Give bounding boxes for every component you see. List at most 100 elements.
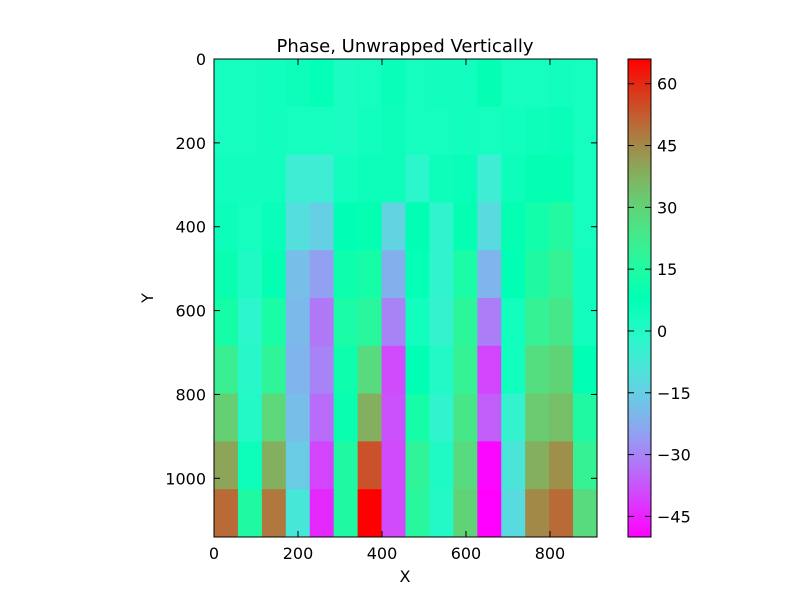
heatmap-cell-r9-c6 xyxy=(357,489,383,538)
heatmap-cell-r3-c11 xyxy=(477,202,502,251)
heatmap-cell-r9-c1 xyxy=(237,489,263,538)
plot-frame xyxy=(213,58,598,538)
heatmap-cell-r5-c15 xyxy=(573,298,598,347)
heatmap-cell-r3-c14 xyxy=(549,202,574,251)
y-axis-label: Y xyxy=(138,293,157,304)
heatmap-cell-r5-c8 xyxy=(405,298,430,347)
heatmap-cell-r4-c15 xyxy=(573,250,598,299)
heatmap-cell-r3-c1 xyxy=(237,202,263,251)
heatmap-cell-r5-c0 xyxy=(214,298,239,347)
heatmap-cell-r0-c11 xyxy=(477,59,502,108)
heatmap-cell-r9-c8 xyxy=(405,489,430,538)
heatmap-cell-r6-c4 xyxy=(309,345,335,395)
heatmap-cell-r4-c8 xyxy=(405,250,430,299)
heatmap-cell-r0-c9 xyxy=(429,59,454,108)
heatmap-cell-r4-c1 xyxy=(237,250,263,299)
colorbar xyxy=(627,58,652,538)
heatmap-cell-r7-c13 xyxy=(525,393,550,442)
colorbar-tick-label: 15 xyxy=(657,260,677,279)
heatmap-cell-r4-c2 xyxy=(261,250,287,299)
colorbar-tick-label: 0 xyxy=(657,322,667,341)
heatmap-cell-r0-c0 xyxy=(214,59,239,108)
heatmap-cell-r8-c1 xyxy=(237,441,263,490)
heatmap-cell-r0-c1 xyxy=(237,59,263,108)
heatmap-cell-r1-c8 xyxy=(405,106,430,156)
heatmap-cell-r7-c9 xyxy=(429,393,454,442)
heatmap-cell-r2-c10 xyxy=(453,154,478,203)
heatmap-cell-r9-c0 xyxy=(214,489,239,538)
heatmap-cell-r2-c12 xyxy=(501,154,526,203)
heatmap-cell-r0-c14 xyxy=(549,59,574,108)
heatmap-cell-r8-c6 xyxy=(357,441,383,490)
heatmap-cell-r9-c12 xyxy=(501,489,526,538)
heatmap-cell-r3-c3 xyxy=(285,202,311,251)
heatmap-cell-r7-c14 xyxy=(549,393,574,442)
heatmap-cell-r2-c15 xyxy=(573,154,598,203)
heatmap-cell-r1-c14 xyxy=(549,106,574,156)
heatmap-cell-r7-c12 xyxy=(501,393,526,442)
heatmap-cell-r4-c5 xyxy=(333,250,359,299)
heatmap-cell-r0-c10 xyxy=(453,59,478,108)
heatmap-cell-r4-c14 xyxy=(549,250,574,299)
heatmap-cell-r6-c8 xyxy=(405,345,430,395)
colorbar-tick-label: −45 xyxy=(657,507,691,526)
heatmap-cell-r4-c11 xyxy=(477,250,502,299)
heatmap-cell-r5-c14 xyxy=(549,298,574,347)
heatmap-cell-r2-c3 xyxy=(285,154,311,203)
heatmap-cell-r8-c0 xyxy=(214,441,239,490)
heatmap-cell-r4-c7 xyxy=(381,250,406,299)
y-tick-label: 400 xyxy=(175,218,206,237)
heatmap-cell-r1-c5 xyxy=(333,106,359,156)
heatmap-cell-r2-c6 xyxy=(357,154,383,203)
heatmap-cell-r0-c7 xyxy=(381,59,406,108)
heatmap-cell-r2-c13 xyxy=(525,154,550,203)
heatmap-cell-r1-c0 xyxy=(214,106,239,156)
heatmap-cell-r8-c5 xyxy=(333,441,359,490)
heatmap-cell-r9-c9 xyxy=(429,489,454,538)
heatmap-cell-r0-c12 xyxy=(501,59,526,108)
heatmap-cell-r7-c15 xyxy=(573,393,598,442)
heatmap-cell-r3-c7 xyxy=(381,202,406,251)
heatmap-cell-r8-c2 xyxy=(261,441,287,490)
heatmap-cell-r0-c2 xyxy=(261,59,287,108)
heatmap-cell-r1-c12 xyxy=(501,106,526,156)
heatmap-cell-r6-c12 xyxy=(501,345,526,395)
heatmap-cell-r3-c13 xyxy=(525,202,550,251)
heatmap-cell-r2-c11 xyxy=(477,154,502,203)
heatmap-cell-r0-c6 xyxy=(357,59,383,108)
heatmap-cell-r6-c5 xyxy=(333,345,359,395)
heatmap-cell-r9-c4 xyxy=(309,489,335,538)
heatmap-cell-r7-c2 xyxy=(261,393,287,442)
heatmap-cell-r6-c1 xyxy=(237,345,263,395)
heatmap-cell-r5-c7 xyxy=(381,298,406,347)
colorbar-ticks: −45 −30 −15 0 15 30 45 60 xyxy=(628,75,691,526)
heatmap-cell-r3-c10 xyxy=(453,202,478,251)
heatmap-cell-r1-c6 xyxy=(357,106,383,156)
heatmap-cell-r8-c12 xyxy=(501,441,526,490)
x-tick-label: 400 xyxy=(367,544,398,563)
heatmap-cell-r9-c13 xyxy=(525,489,550,538)
colorbar-tick-label: 45 xyxy=(657,137,677,156)
x-tick-label: 200 xyxy=(283,544,314,563)
heatmap-cell-r5-c12 xyxy=(501,298,526,347)
heatmap-cell-r4-c10 xyxy=(453,250,478,299)
heatmap-cell-r5-c11 xyxy=(477,298,502,347)
heatmap-cell-r8-c3 xyxy=(285,441,311,490)
heatmap-cell-r8-c15 xyxy=(573,441,598,490)
heatmap-cell-r9-c15 xyxy=(573,489,598,538)
heatmap-cell-r4-c9 xyxy=(429,250,454,299)
heatmap-cell-r7-c5 xyxy=(333,393,359,442)
x-tick-label: 600 xyxy=(451,544,482,563)
heatmap-cell-r4-c6 xyxy=(357,250,383,299)
heatmap-cell-r4-c12 xyxy=(501,250,526,299)
heatmap-cell-r6-c2 xyxy=(261,345,287,395)
heatmap-cell-r8-c14 xyxy=(549,441,574,490)
heatmap-cell-r6-c10 xyxy=(453,345,478,395)
heatmap-cell-r2-c14 xyxy=(549,154,574,203)
heatmap-cell-r3-c6 xyxy=(357,202,383,251)
heatmap-cell-r1-c13 xyxy=(525,106,550,156)
heatmap-cell-r7-c6 xyxy=(357,393,383,442)
heatmap-cell-r0-c8 xyxy=(405,59,430,108)
heatmap-cell-r2-c1 xyxy=(237,154,263,203)
heatmap-cell-r5-c4 xyxy=(309,298,335,347)
